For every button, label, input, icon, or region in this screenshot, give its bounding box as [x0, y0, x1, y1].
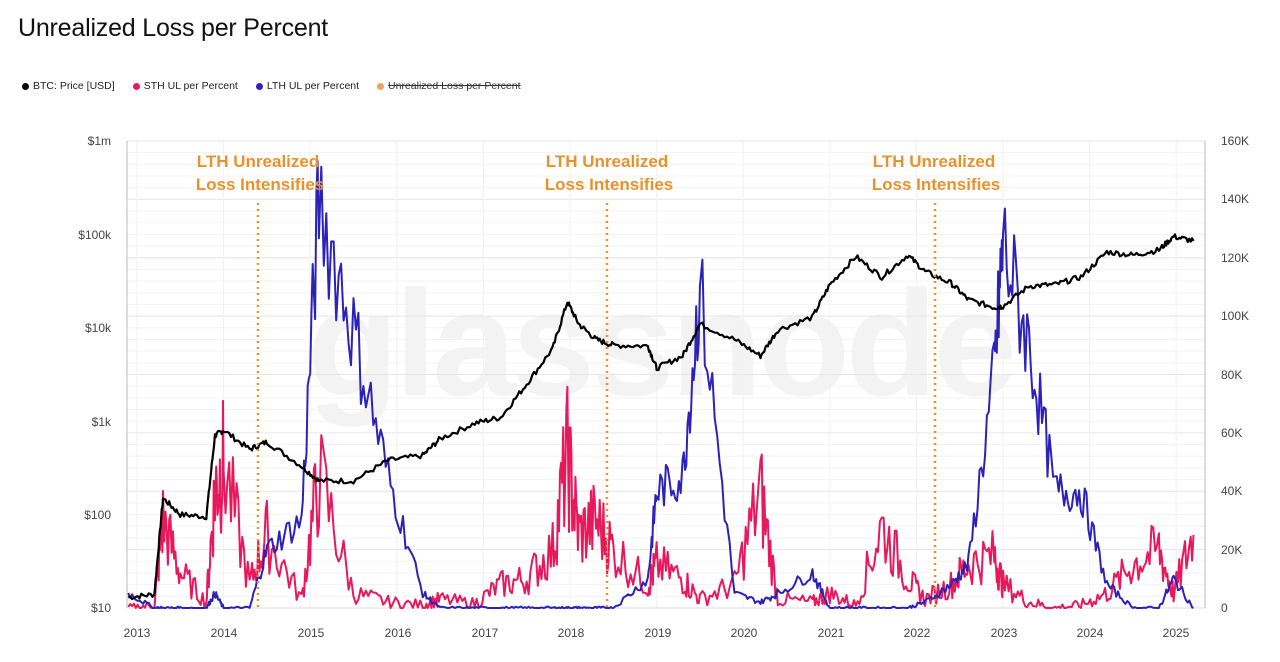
legend-label: BTC: Price [USD] [33, 80, 115, 92]
y-right-tick: 60K [1221, 426, 1242, 440]
legend-label: LTH UL per Percent [266, 80, 360, 92]
x-tick: 2017 [472, 626, 499, 640]
annotation-2018: LTH Unrealized Loss Intensifies [545, 152, 673, 194]
annotation-text: LTH Unrealized [873, 152, 995, 171]
page-title: Unrealized Loss per Percent [18, 14, 329, 42]
y-right-tick: 160K [1221, 134, 1249, 148]
legend-dot-icon [22, 82, 29, 90]
x-axis: 2013 2014 2015 2016 2017 2018 2019 2020 … [124, 626, 1190, 640]
grid-lines [127, 140, 1205, 609]
annotation-text: Loss Intensifies [196, 175, 324, 194]
chart-legend: BTC: Price [USD] STH UL per Percent LTH … [22, 80, 521, 92]
watermark: glassnode [307, 259, 1013, 427]
legend-dot-icon [377, 82, 385, 90]
annotation-2014: LTH Unrealized Loss Intensifies [196, 152, 324, 194]
annotation-text: Loss Intensifies [872, 175, 1000, 194]
y-right-tick: 100K [1221, 309, 1249, 323]
y-right-tick: 120K [1221, 251, 1249, 265]
x-tick: 2023 [991, 626, 1018, 640]
x-tick: 2018 [558, 626, 585, 640]
y-left-tick: $1k [92, 415, 112, 429]
annotation-text: Loss Intensifies [545, 175, 673, 194]
legend-label: Unrealized Loss per Percent [388, 80, 521, 92]
x-tick: 2014 [211, 626, 238, 640]
legend-item-unrealized-loss[interactable]: Unrealized Loss per Percent [377, 80, 521, 92]
x-tick: 2022 [904, 626, 931, 640]
annotation-text: LTH Unrealized [197, 152, 319, 171]
left-axis: $1m $100k $10k $1k $100 $10 [78, 134, 112, 615]
y-right-tick: 40K [1221, 484, 1242, 498]
x-tick: 2020 [731, 626, 758, 640]
y-right-tick: 0 [1221, 601, 1228, 615]
y-right-tick: 140K [1221, 192, 1249, 206]
x-tick: 2025 [1163, 626, 1190, 640]
y-right-tick: 80K [1221, 368, 1242, 382]
legend-item-btc-price[interactable]: BTC: Price [USD] [22, 80, 115, 92]
legend-dot-icon [132, 82, 140, 90]
x-tick: 2024 [1077, 626, 1104, 640]
x-tick: 2016 [385, 626, 412, 640]
right-axis: 160K 140K 120K 100K 80K 60K 40K 20K 0 [1221, 134, 1249, 615]
btc-price-line [127, 233, 1195, 601]
y-left-tick: $100 [84, 508, 111, 522]
legend-dot-icon [255, 82, 263, 90]
y-left-tick: $10k [85, 321, 112, 335]
x-tick: 2019 [645, 626, 672, 640]
y-left-tick: $100k [78, 228, 112, 242]
annotation-text: LTH Unrealized [546, 152, 668, 171]
y-left-tick: $1m [88, 134, 111, 148]
lth-ul-line [127, 159, 1194, 609]
x-tick: 2015 [298, 626, 325, 640]
legend-label: STH UL per Percent [143, 80, 238, 92]
annotation-2022: LTH Unrealized Loss Intensifies [872, 152, 1000, 194]
sth-ul-line [127, 385, 1195, 609]
y-left-tick: $10 [91, 601, 111, 615]
y-right-tick: 20K [1221, 543, 1242, 557]
x-tick: 2021 [818, 626, 845, 640]
x-tick: 2013 [124, 626, 151, 640]
legend-item-sth-ul[interactable]: STH UL per Percent [132, 80, 238, 92]
legend-item-lth-ul[interactable]: LTH UL per Percent [255, 80, 360, 92]
